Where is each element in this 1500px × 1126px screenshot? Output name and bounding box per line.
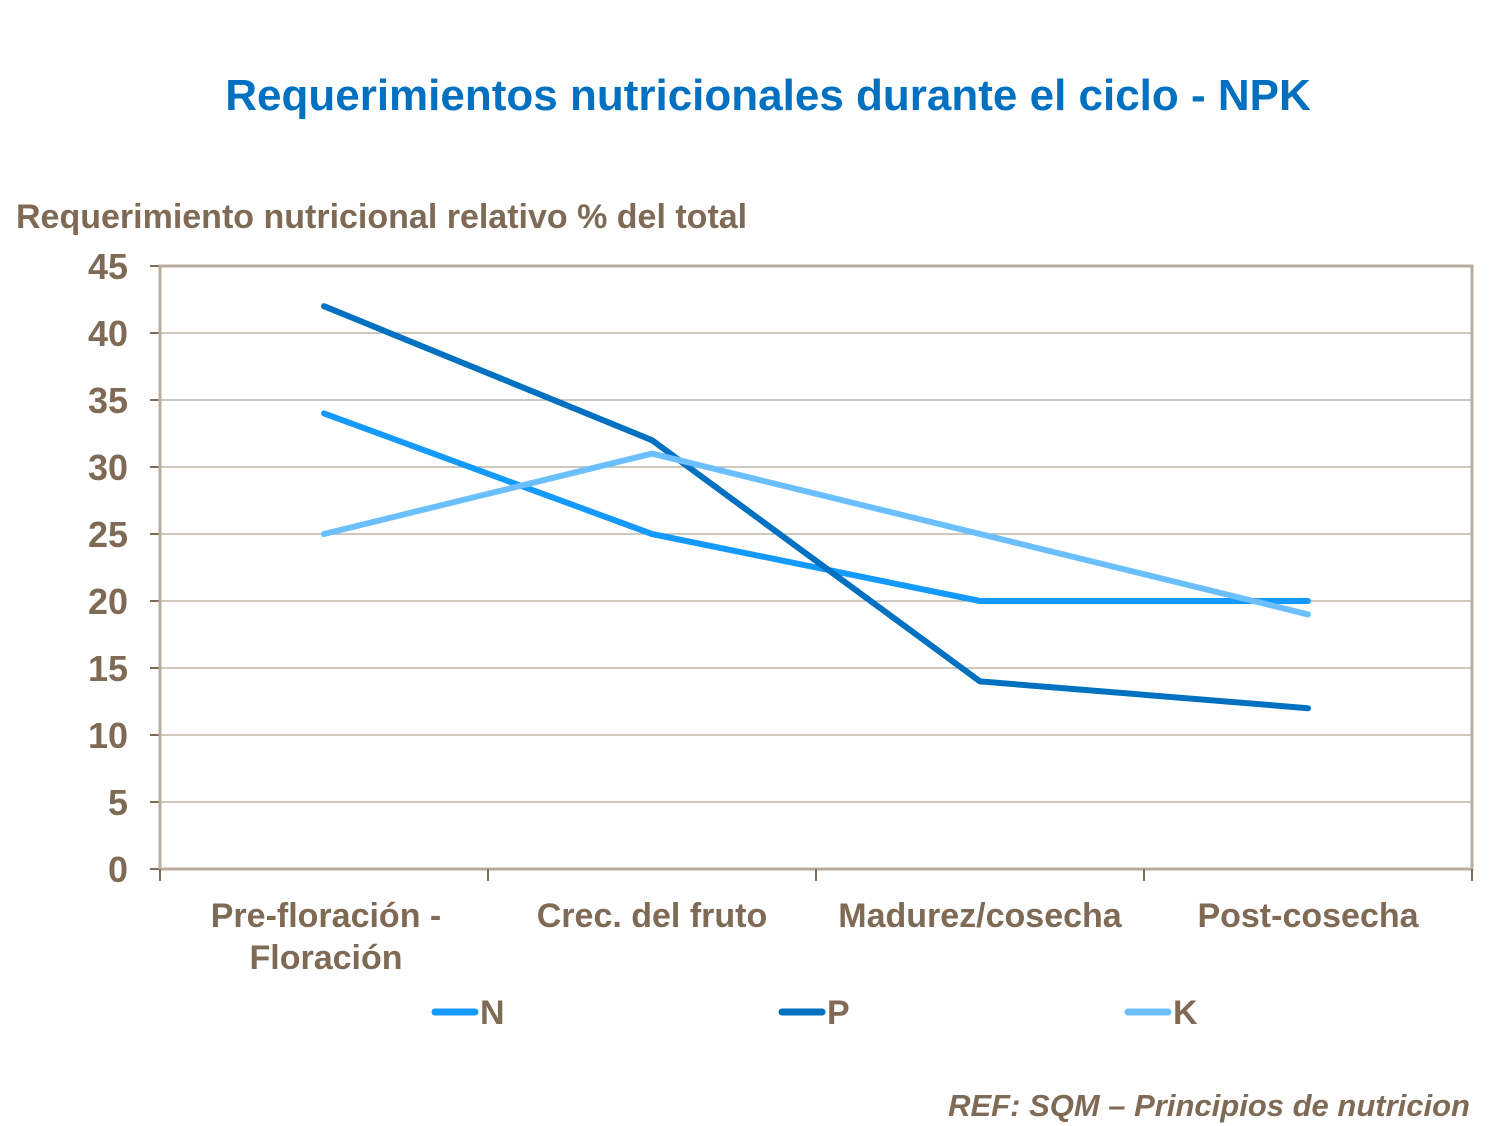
series-line-N — [321, 410, 1311, 604]
gridlines — [160, 332, 1472, 803]
series-line-K — [321, 450, 1311, 618]
y-tick-label: 30 — [88, 447, 128, 488]
y-tick-label: 45 — [88, 246, 128, 287]
axes: 0 5 10 15 20 25 30 35 40 45 Pre-floración - Floraci… — [88, 246, 1474, 977]
series-lines — [321, 303, 1311, 712]
legend-label-K: K — [1173, 994, 1198, 1032]
y-tick-label: 0 — [108, 849, 128, 890]
y-tick-label: 40 — [88, 313, 128, 354]
y-tick-label: 10 — [88, 715, 128, 756]
x-tick-label: Floración — [249, 939, 402, 977]
y-tick-label: 5 — [108, 782, 128, 823]
x-tick-label: Post-cosecha — [1197, 897, 1419, 935]
y-axis-label: Requerimiento nutricional relativo % del… — [16, 198, 747, 236]
legend-label-N: N — [480, 994, 505, 1032]
legend-label-P: P — [827, 994, 850, 1032]
y-tick-label: 25 — [88, 514, 128, 555]
chart-title: Requerimientos nutricionales durante el … — [225, 71, 1311, 120]
x-tick-label: Madurez/cosecha — [838, 897, 1123, 935]
reference-note: REF: SQM – Principios de nutricion — [948, 1088, 1470, 1123]
series-line-P — [321, 303, 1311, 712]
x-tick-label: Pre-floración - — [211, 897, 441, 935]
y-tick-label: 20 — [88, 581, 128, 622]
x-tick-label: Crec. del fruto — [537, 897, 767, 935]
y-tick-label: 35 — [88, 380, 128, 421]
y-tick-label: 15 — [88, 648, 128, 689]
